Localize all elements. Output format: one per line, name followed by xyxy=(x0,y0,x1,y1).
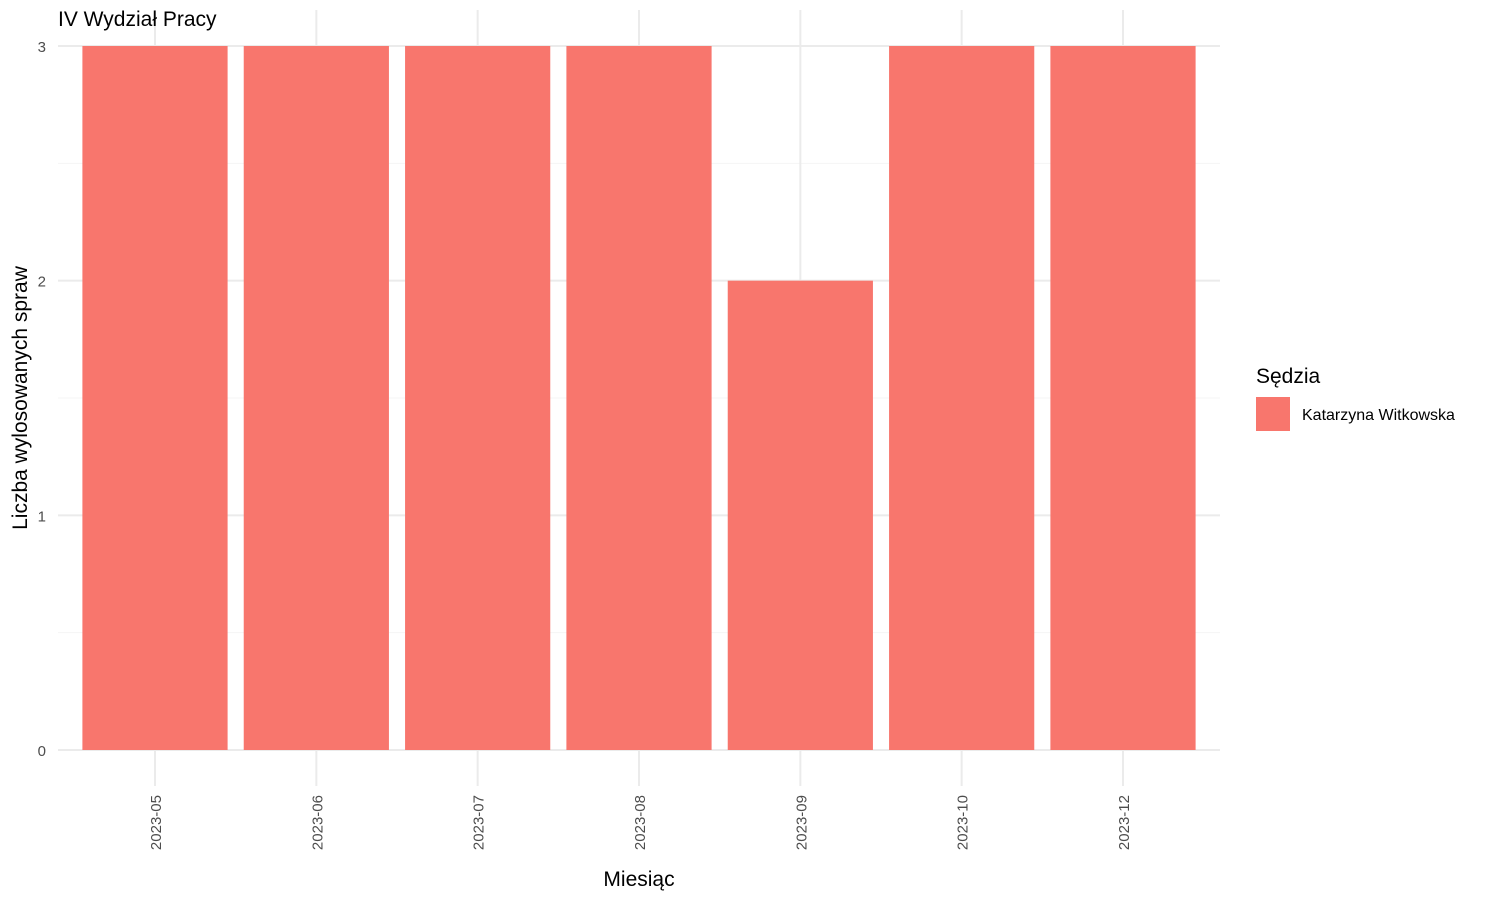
x-axis-title: Miesiąc xyxy=(603,868,674,891)
y-tick-label: 3 xyxy=(38,39,46,56)
x-tick-label: 2023-09 xyxy=(793,795,810,850)
axes: 0 1 2 3 2023-05 2023-06 2023-07 2023-08 2023-09 2… xyxy=(38,39,1133,850)
y-tick-label: 1 xyxy=(38,508,46,525)
legend-label: Katarzyna Witkowska xyxy=(1302,407,1455,424)
bar-2023-12 xyxy=(1050,46,1196,750)
legend-title: Sędzia xyxy=(1256,365,1321,388)
x-tick-label: 2023-08 xyxy=(632,795,649,850)
x-tick-label: 2023-06 xyxy=(309,795,326,850)
bar-2023-08 xyxy=(566,46,712,750)
legend-key xyxy=(1256,397,1290,431)
bar-2023-07 xyxy=(405,46,551,750)
x-tick-label: 2023-05 xyxy=(148,795,165,850)
x-tick-label: 2023-12 xyxy=(1116,795,1133,850)
x-tick-label: 2023-07 xyxy=(471,795,488,850)
chart-title: IV Wydział Pracy xyxy=(58,8,217,31)
bar-2023-05 xyxy=(82,46,228,750)
y-tick-label: 2 xyxy=(38,274,46,291)
bar-2023-06 xyxy=(243,46,389,750)
legend: Sędzia Katarzyna Witkowska xyxy=(1256,365,1455,431)
bar-2023-09 xyxy=(727,280,873,750)
y-axis-title: Liczba wylosowanych spraw xyxy=(9,265,32,530)
bars xyxy=(82,46,1196,750)
bar-2023-10 xyxy=(889,46,1035,750)
x-tick-label: 2023-10 xyxy=(955,795,972,850)
y-tick-label: 0 xyxy=(38,743,46,760)
